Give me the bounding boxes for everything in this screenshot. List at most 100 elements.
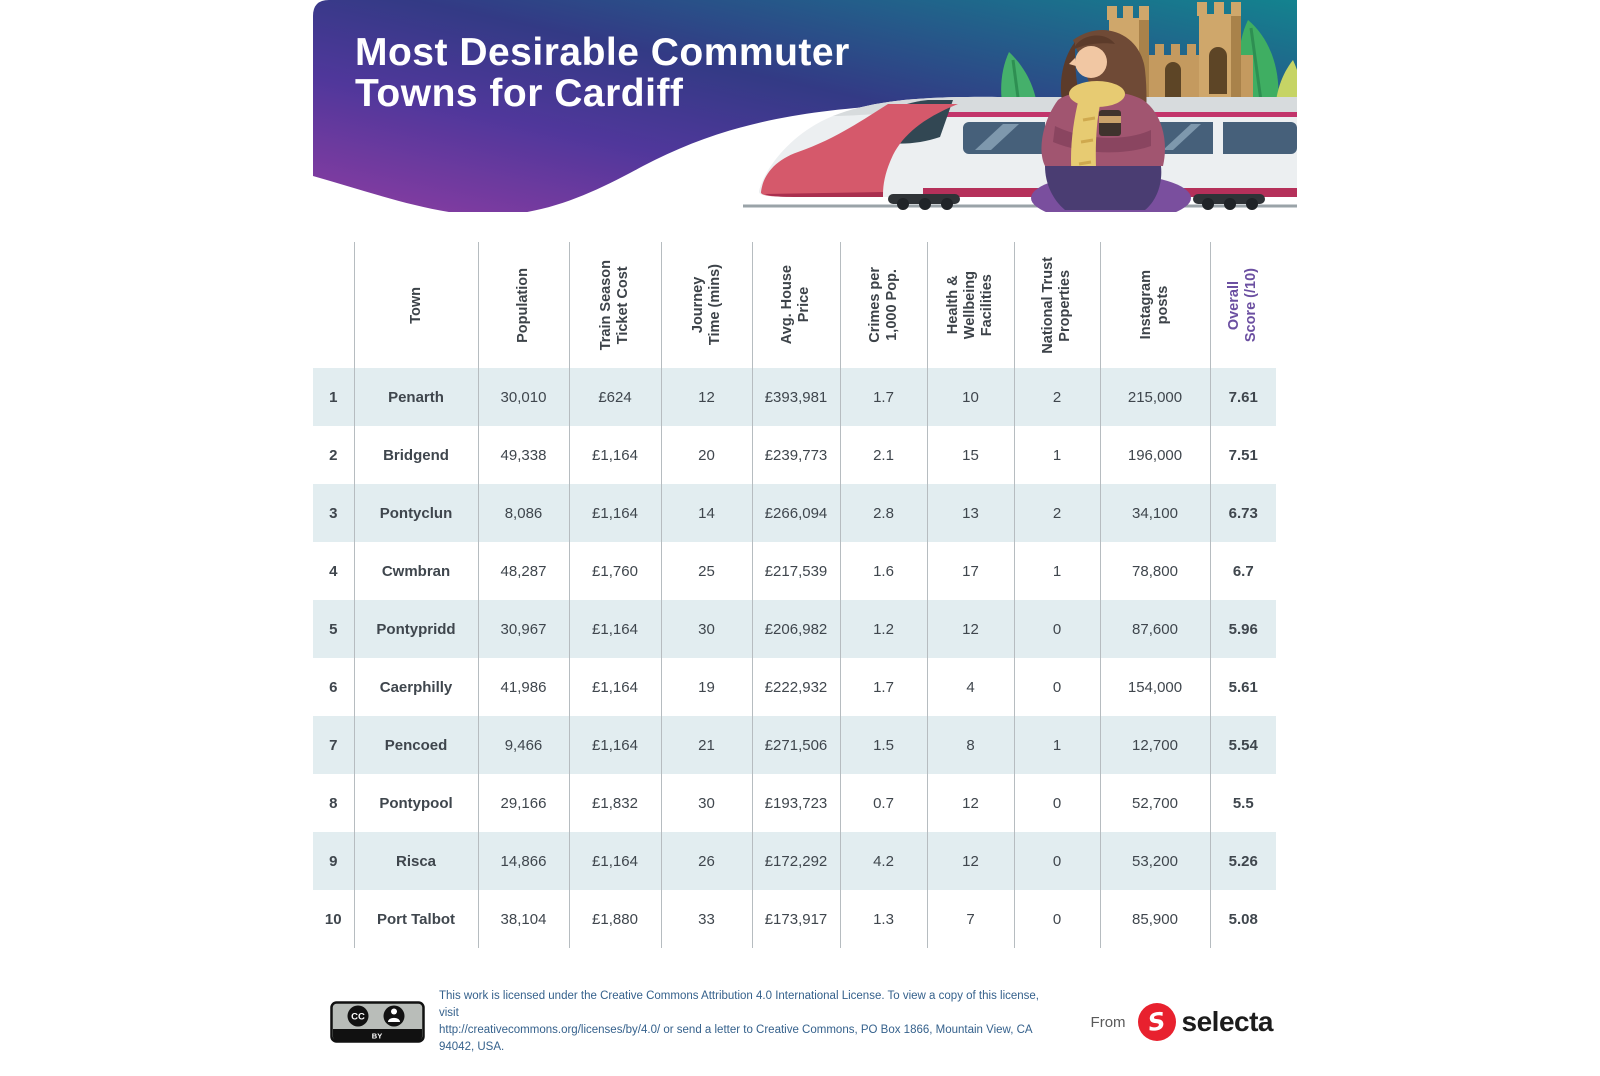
cc-by-badge: CC BY bbox=[330, 1001, 425, 1043]
cell-journey: 21 bbox=[660, 716, 752, 774]
cell-instagram: 196,000 bbox=[1099, 426, 1210, 484]
cell-town: Pencoed bbox=[353, 716, 478, 774]
column-label-trust: National Trust Properties bbox=[1040, 256, 1073, 354]
cell-house: £239,773 bbox=[751, 426, 840, 484]
column-header-health: Health & Wellbeing Facilities bbox=[926, 242, 1014, 368]
cell-rank: 5 bbox=[313, 600, 354, 658]
cell-health: 12 bbox=[926, 600, 1014, 658]
cell-instagram: 34,100 bbox=[1099, 484, 1210, 542]
cc-logo-icon: CC bbox=[351, 1012, 365, 1023]
footer: CC BY This work is licensed under the Cr… bbox=[330, 988, 1274, 1056]
cell-town: Pontypridd bbox=[353, 600, 478, 658]
table-section: Town Population Train Season Ticket Cost Jo… bbox=[303, 242, 1297, 948]
woman-illustration bbox=[1031, 29, 1191, 212]
from-label: From bbox=[1090, 1013, 1126, 1031]
table-row: 6 Caerphilly 41,986 £1,164 19 £222,932 1.7 4 0 15… bbox=[313, 658, 1276, 716]
cell-health: 7 bbox=[926, 890, 1014, 948]
column-header-ticket: Train Season Ticket Cost bbox=[568, 242, 661, 368]
cell-score: 6.73 bbox=[1209, 484, 1276, 542]
banner-illustration bbox=[313, 0, 1297, 212]
cell-instagram: 78,800 bbox=[1099, 542, 1210, 600]
cell-population: 14,866 bbox=[477, 832, 569, 890]
cell-ticket: £1,832 bbox=[568, 774, 661, 832]
cell-health: 17 bbox=[926, 542, 1014, 600]
cell-population: 41,986 bbox=[477, 658, 569, 716]
cell-trust: 1 bbox=[1013, 716, 1100, 774]
cell-population: 38,104 bbox=[477, 890, 569, 948]
cell-instagram: 53,200 bbox=[1099, 832, 1210, 890]
cell-town: Pontypool bbox=[353, 774, 478, 832]
cell-score: 7.61 bbox=[1209, 368, 1276, 426]
cell-journey: 30 bbox=[660, 774, 752, 832]
column-header-rank bbox=[313, 242, 354, 368]
cell-ticket: £1,164 bbox=[568, 426, 661, 484]
cell-ticket: £1,880 bbox=[568, 890, 661, 948]
cell-rank: 1 bbox=[313, 368, 354, 426]
gradient-blob bbox=[313, 0, 1297, 212]
by-label: BY bbox=[372, 1032, 382, 1041]
column-label-health: Health & Wellbeing Facilities bbox=[945, 270, 995, 340]
column-header-journey: Journey Time (mins) bbox=[660, 242, 752, 368]
column-label-town: Town bbox=[407, 286, 424, 324]
cell-health: 13 bbox=[926, 484, 1014, 542]
cell-ticket: £1,164 bbox=[568, 832, 661, 890]
cell-trust: 0 bbox=[1013, 832, 1100, 890]
table-row: 10 Port Talbot 38,104 £1,880 33 £173,917 1.3 7 0… bbox=[313, 890, 1276, 948]
infographic-page: Most Desirable Commuter Towns for Cardif… bbox=[303, 0, 1297, 1056]
cell-rank: 4 bbox=[329, 562, 338, 580]
cell-crimes: 1.3 bbox=[839, 890, 927, 948]
cell-journey: 19 bbox=[660, 658, 752, 716]
cell-population: 30,967 bbox=[477, 600, 569, 658]
column-label-journey: Journey Time (mins) bbox=[689, 264, 723, 346]
cell-instagram: 87,600 bbox=[1099, 600, 1210, 658]
column-label-crimes: Crimes per 1,000 Pop. bbox=[866, 267, 900, 343]
cell-health: 12 bbox=[926, 774, 1014, 832]
cell-trust: 1 bbox=[1013, 542, 1100, 600]
cell-rank: 6 bbox=[329, 678, 338, 696]
column-header-score: Overall Score (/10) bbox=[1209, 242, 1276, 368]
column-label-instagram: Instagram posts bbox=[1138, 270, 1171, 340]
person-icon bbox=[388, 1008, 400, 1022]
cell-town: Risca bbox=[353, 832, 478, 890]
cell-house: £206,982 bbox=[751, 600, 840, 658]
cell-crimes: 1.5 bbox=[839, 716, 927, 774]
cell-trust: 2 bbox=[1013, 368, 1100, 426]
commuter-towns-table: Town Population Train Season Ticket Cost Jo… bbox=[313, 242, 1276, 948]
cell-house: £222,932 bbox=[751, 658, 840, 716]
cell-instagram: 52,700 bbox=[1099, 774, 1210, 832]
cell-trust: 0 bbox=[1013, 658, 1100, 716]
cell-population: 49,338 bbox=[477, 426, 569, 484]
cell-town: Penarth bbox=[353, 368, 478, 426]
cell-house: £193,723 bbox=[751, 774, 840, 832]
cell-town: Pontyclun bbox=[353, 484, 478, 542]
cell-instagram: 215,000 bbox=[1099, 368, 1210, 426]
page-title: Most Desirable Commuter Towns for Cardif… bbox=[355, 31, 850, 115]
column-label-score: Overall Score (/10) bbox=[1226, 267, 1260, 343]
column-header-trust: National Trust Properties bbox=[1013, 242, 1100, 368]
column-header-crimes: Crimes per 1,000 Pop. bbox=[839, 242, 927, 368]
cell-house: £271,506 bbox=[751, 716, 840, 774]
cell-score: 6.7 bbox=[1209, 542, 1276, 600]
table-row: 3 Pontyclun 8,086 £1,164 14 £266,094 2.8 13 2 34,… bbox=[313, 484, 1276, 542]
cell-crimes: 1.7 bbox=[839, 368, 927, 426]
cell-ticket: £1,164 bbox=[568, 484, 661, 542]
cell-house: £172,292 bbox=[751, 832, 840, 890]
cell-score: 5.96 bbox=[1209, 600, 1276, 658]
cell-ticket: £1,760 bbox=[568, 542, 661, 600]
cell-journey: 30 bbox=[660, 600, 752, 658]
cell-population: 29,166 bbox=[477, 774, 569, 832]
column-label-population: Population bbox=[515, 267, 531, 343]
cell-town: Cwmbran bbox=[353, 542, 478, 600]
column-header-house: Avg. House Price bbox=[751, 242, 840, 368]
cell-house: £217,539 bbox=[751, 542, 840, 600]
table-row: 7 Pencoed 9,466 £1,164 21 £271,506 1.5 8 1 12,700… bbox=[313, 716, 1276, 774]
selecta-logo-icon: S bbox=[1137, 1003, 1176, 1041]
cell-ticket: £1,164 bbox=[568, 600, 661, 658]
cell-rank: 3 bbox=[313, 484, 354, 542]
header-banner: Most Desirable Commuter Towns for Cardif… bbox=[303, 0, 1297, 212]
cell-crimes: 1.2 bbox=[839, 600, 927, 658]
cell-town: Port Talbot bbox=[353, 890, 478, 948]
cell-population: 9,466 bbox=[477, 716, 569, 774]
cell-trust: 0 bbox=[1013, 890, 1100, 948]
cell-crimes: 2.1 bbox=[839, 426, 927, 484]
